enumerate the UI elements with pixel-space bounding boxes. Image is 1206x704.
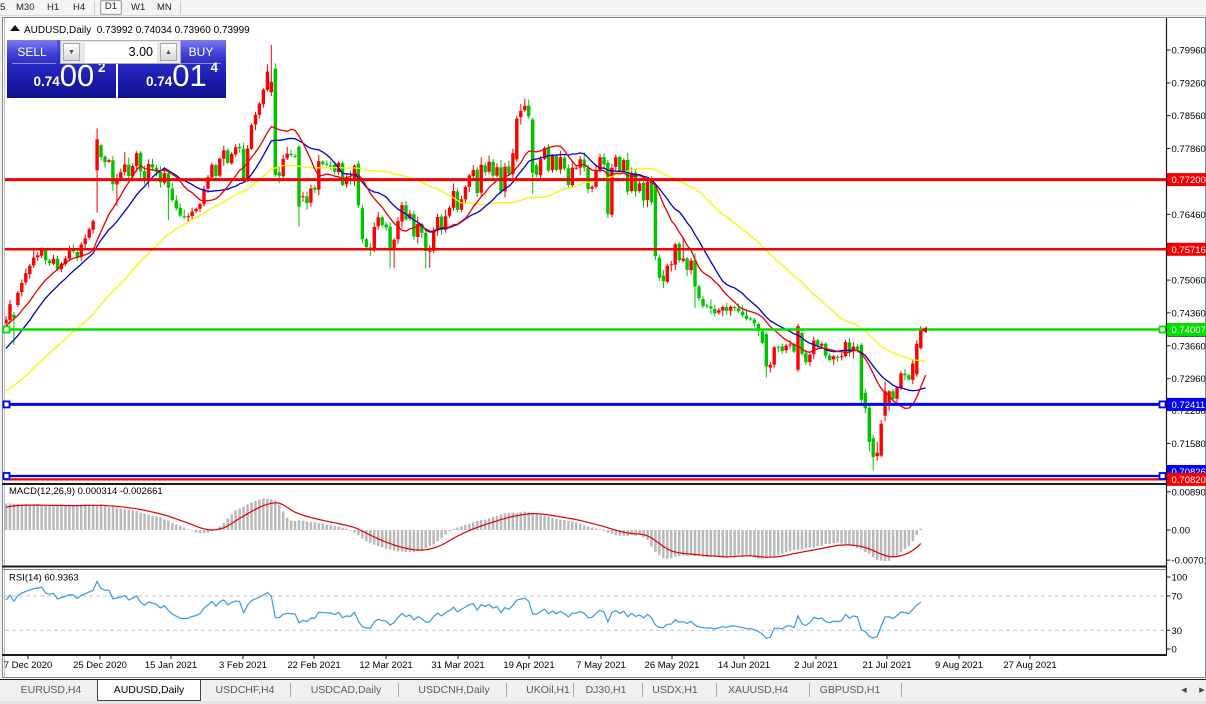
svg-text:0.75060: 0.75060 [1172, 276, 1206, 287]
svg-text:0.77860: 0.77860 [1172, 144, 1206, 155]
svg-text:AUDUSD,Daily 0.73992 0.74034: AUDUSD,Daily 0.73992 0.74034 0.73960 0.7… [24, 25, 250, 36]
svg-text:27 Aug 2021: 27 Aug 2021 [1003, 660, 1056, 671]
svg-text:MACD(12,26,9) 0.000314 -0.0026: MACD(12,26,9) 0.000314 -0.002661 [9, 486, 163, 497]
svg-text:19 Apr 2021: 19 Apr 2021 [503, 660, 554, 671]
svg-text:12 Mar 2021: 12 Mar 2021 [359, 660, 412, 671]
svg-text:26 May 2021: 26 May 2021 [645, 660, 700, 671]
svg-text:14 Jun 2021: 14 Jun 2021 [718, 660, 770, 671]
svg-text:0.72411: 0.72411 [1172, 400, 1206, 411]
svg-text:0.76460: 0.76460 [1172, 210, 1206, 221]
svg-text:22 Feb 2021: 22 Feb 2021 [287, 660, 340, 671]
svg-text:21 Jul 2021: 21 Jul 2021 [862, 660, 911, 671]
svg-text:30: 30 [1172, 626, 1183, 637]
svg-text:0.70826: 0.70826 [1172, 467, 1206, 478]
svg-text:0.77200: 0.77200 [1172, 175, 1206, 186]
svg-text:3 Feb 2021: 3 Feb 2021 [219, 660, 267, 671]
svg-text:9 Aug 2021: 9 Aug 2021 [935, 660, 983, 671]
svg-text:7 Dec 2020: 7 Dec 2020 [4, 660, 53, 671]
svg-text:0.79260: 0.79260 [1172, 78, 1206, 89]
svg-text:0: 0 [1172, 645, 1177, 656]
svg-text:0.74007: 0.74007 [1172, 325, 1206, 336]
svg-text:2 Jul 2021: 2 Jul 2021 [794, 660, 838, 671]
svg-text:31 Mar 2021: 31 Mar 2021 [431, 660, 484, 671]
svg-text:0.008904: 0.008904 [1172, 487, 1206, 498]
svg-text:RSI(14) 60.9363: RSI(14) 60.9363 [9, 573, 79, 584]
svg-text:-0.00701: -0.00701 [1172, 556, 1206, 567]
svg-text:0.00: 0.00 [1172, 526, 1191, 537]
svg-text:0.74360: 0.74360 [1172, 308, 1206, 319]
svg-text:70: 70 [1172, 592, 1183, 603]
svg-text:15 Jan 2021: 15 Jan 2021 [145, 660, 197, 671]
svg-text:0.78560: 0.78560 [1172, 111, 1206, 122]
svg-text:100: 100 [1172, 573, 1188, 584]
svg-text:0.75716: 0.75716 [1172, 245, 1206, 256]
svg-text:0.71580: 0.71580 [1172, 439, 1206, 450]
svg-text:0.72960: 0.72960 [1172, 374, 1206, 385]
svg-text:25 Dec 2020: 25 Dec 2020 [73, 660, 127, 671]
svg-text:0.79960: 0.79960 [1172, 46, 1206, 57]
svg-text:0.73660: 0.73660 [1172, 341, 1206, 352]
svg-text:0.70820: 0.70820 [1172, 475, 1206, 486]
svg-text:0.72280: 0.72280 [1172, 406, 1206, 417]
svg-text:7 May 2021: 7 May 2021 [576, 660, 626, 671]
